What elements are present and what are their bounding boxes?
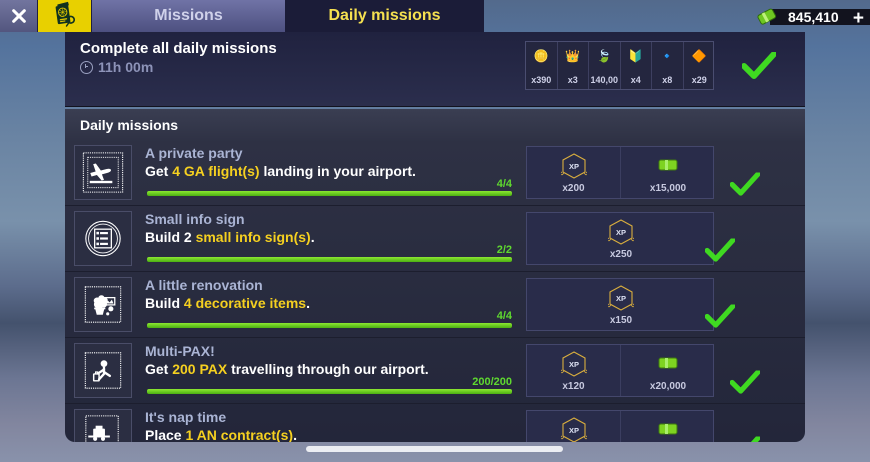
svg-text:XP: XP xyxy=(568,162,578,171)
svg-text:XP: XP xyxy=(568,360,578,369)
svg-text:XP: XP xyxy=(616,228,626,237)
svg-text:XP: XP xyxy=(616,294,626,303)
svg-text:XP: XP xyxy=(568,426,578,435)
